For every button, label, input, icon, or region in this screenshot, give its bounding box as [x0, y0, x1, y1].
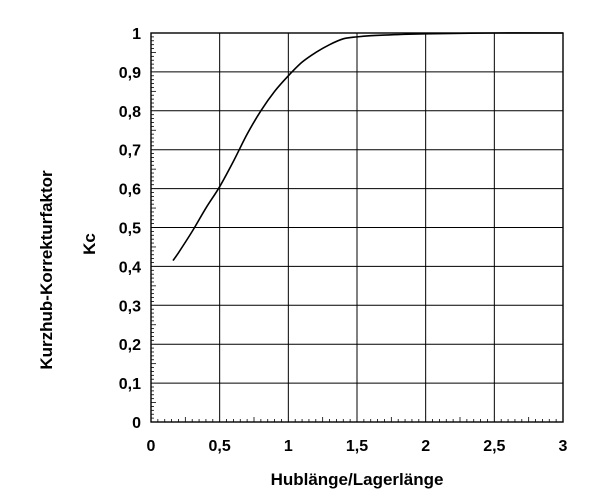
x-axis-label: Hublänge/Lagerlänge — [271, 470, 444, 489]
y-axis-label-symbol: Kc — [80, 233, 99, 255]
y-axis-label: Kurzhub-Korrekturfaktor — [37, 170, 56, 370]
x-tick-labels: 0 0,5 1 1,5 2 2,5 3 — [147, 438, 568, 455]
minor-ticks — [151, 36, 557, 422]
y-tick-label: 0,9 — [119, 65, 141, 82]
plot-frame — [150, 32, 564, 423]
series-line — [172, 32, 564, 262]
x-tick-label: 2 — [421, 438, 430, 455]
y-tick-label: 0,7 — [119, 143, 141, 160]
y-tick-label: 0,4 — [119, 259, 141, 276]
y-tick-label: 0,1 — [119, 376, 141, 393]
y-tick-label: 0,6 — [119, 182, 141, 199]
x-tick-label: 0 — [147, 438, 156, 455]
x-tick-label: 1,5 — [346, 438, 368, 455]
x-tick-label: 0,5 — [209, 438, 231, 455]
y-tick-label: 0,8 — [119, 104, 141, 121]
x-tick-label: 2,5 — [483, 438, 505, 455]
y-tick-labels: 0 0,1 0,2 0,3 0,4 0,5 0,6 0,7 0,8 0,9 1 — [119, 26, 141, 432]
y-tick-label: 0,2 — [119, 337, 141, 354]
x-tick-label: 1 — [284, 438, 293, 455]
grid — [150, 32, 564, 423]
y-tick-label: 0,3 — [119, 298, 141, 315]
y-tick-label: 1 — [132, 26, 141, 43]
y-tick-label: 0,5 — [119, 221, 141, 238]
series-layer — [172, 32, 564, 262]
x-tick-label: 3 — [559, 438, 568, 455]
y-tick-label: 0 — [132, 415, 141, 432]
